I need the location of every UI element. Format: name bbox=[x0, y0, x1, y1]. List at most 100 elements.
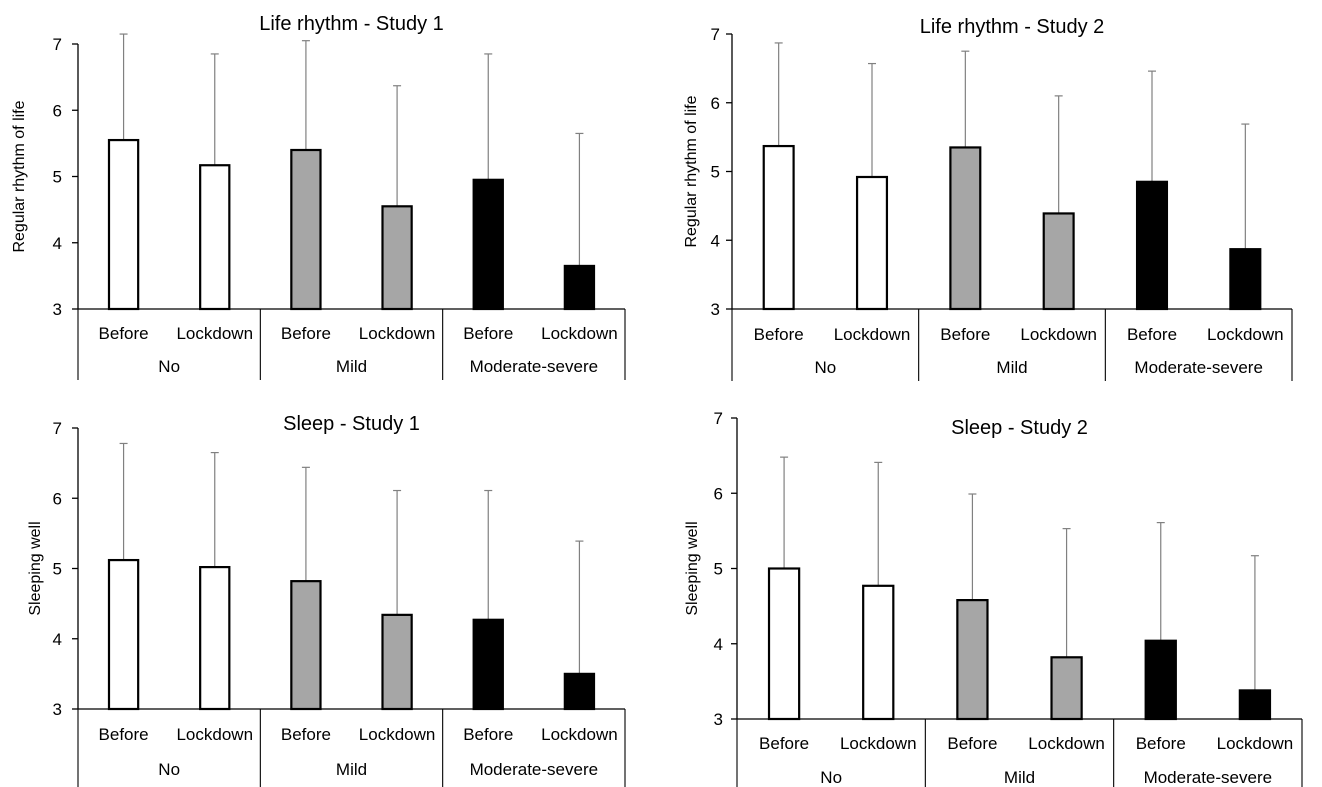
bar-no-before bbox=[762, 144, 795, 311]
x-category-label: Lockdown bbox=[176, 725, 253, 744]
x-category-label: Before bbox=[463, 725, 513, 744]
chart-canvas: Life rhythm - Study 1 Regular rhythm of l… bbox=[11, 13, 626, 380]
x-group-label: No bbox=[158, 357, 180, 376]
x-category-label: Lockdown bbox=[359, 725, 436, 744]
y-tick-label: 5 bbox=[53, 560, 62, 579]
bar-no-lockdown bbox=[855, 175, 889, 311]
bar-moderate-severe-lockdown bbox=[1229, 248, 1262, 311]
x-category-label: Lockdown bbox=[1207, 325, 1284, 344]
bar-no-before bbox=[107, 558, 140, 711]
y-tick-label: 5 bbox=[53, 168, 62, 187]
y-tick-label: 7 bbox=[53, 419, 62, 438]
y-tick-label: 4 bbox=[53, 234, 62, 253]
y-tick-label: 7 bbox=[53, 35, 62, 54]
bar-moderate-severe-before bbox=[472, 178, 504, 311]
x-category-label: Before bbox=[1127, 325, 1177, 344]
x-category-label: Before bbox=[99, 324, 149, 343]
bar-mild-lockdown bbox=[1050, 656, 1083, 721]
bar-moderate-severe-lockdown bbox=[563, 264, 596, 311]
x-category-label: Lockdown bbox=[840, 734, 917, 753]
bar-moderate-severe-before bbox=[1144, 639, 1177, 721]
bar-no-before bbox=[107, 138, 140, 311]
y-tick-label: 5 bbox=[714, 560, 723, 579]
x-group-label: Mild bbox=[336, 357, 367, 376]
y-axis-label: Regular rhythm of life bbox=[11, 100, 28, 252]
x-category-label: Before bbox=[281, 725, 331, 744]
x-group-label: Moderate-severe bbox=[1134, 358, 1263, 377]
x-category-label: Before bbox=[99, 725, 149, 744]
y-tick-label: 3 bbox=[711, 300, 720, 319]
x-group-label: Mild bbox=[996, 358, 1027, 377]
bar-moderate-severe-before bbox=[472, 618, 504, 711]
y-tick-label: 7 bbox=[711, 25, 720, 44]
bar-moderate-severe-lockdown bbox=[1238, 689, 1272, 721]
bar-mild-lockdown bbox=[381, 613, 413, 711]
chart-sleep-study-1: Sleep - Study 1 Sleeping well 3 4 5 6 7 Before L… bbox=[0, 398, 661, 787]
bar-mild-before bbox=[290, 148, 322, 311]
bar-mild-before bbox=[290, 580, 322, 711]
x-group-label: No bbox=[820, 768, 842, 787]
x-category-label: Before bbox=[754, 325, 804, 344]
y-tick-label: 6 bbox=[714, 484, 723, 503]
chart-title: Life rhythm - Study 1 bbox=[259, 13, 444, 35]
x-category-label: Lockdown bbox=[1028, 734, 1105, 753]
x-category-label: Lockdown bbox=[1217, 734, 1294, 753]
x-category-label: Lockdown bbox=[541, 725, 618, 744]
x-category-label: Lockdown bbox=[176, 324, 253, 343]
chart-canvas: Sleep - Study 2 Sleeping well 3 4 5 6 7 Before L… bbox=[684, 409, 1303, 787]
y-tick-label: 4 bbox=[714, 635, 723, 654]
chart-title: Life rhythm - Study 2 bbox=[920, 16, 1105, 38]
x-group-label: No bbox=[158, 760, 180, 779]
x-group-label: Moderate-severe bbox=[1144, 768, 1273, 787]
bar-no-lockdown bbox=[199, 565, 231, 711]
chart-life-rhythm-study-2: Life rhythm - Study 2 Regular rhythm of l… bbox=[661, 0, 1322, 398]
y-tick-label: 3 bbox=[714, 710, 723, 729]
bar-no-lockdown bbox=[199, 164, 231, 311]
x-category-label: Lockdown bbox=[1020, 325, 1097, 344]
bar-no-before bbox=[767, 567, 801, 721]
bar-mild-before bbox=[949, 146, 982, 311]
x-category-label: Before bbox=[940, 325, 990, 344]
y-axis-label: Sleeping well bbox=[684, 521, 701, 615]
chart-canvas: Sleep - Study 1 Sleeping well 3 4 5 6 7 Before L… bbox=[27, 413, 626, 787]
y-tick-label: 5 bbox=[711, 163, 720, 182]
x-group-label: No bbox=[814, 358, 836, 377]
chart-svg: Life rhythm - Study 1 Regular rhythm of l… bbox=[11, 13, 626, 380]
x-group-label: Mild bbox=[336, 760, 367, 779]
y-tick-label: 4 bbox=[53, 630, 62, 649]
x-category-label: Lockdown bbox=[359, 324, 436, 343]
y-tick-label: 6 bbox=[53, 489, 62, 508]
x-category-label: Lockdown bbox=[541, 324, 618, 343]
y-tick-label: 7 bbox=[714, 409, 723, 428]
chart-title: Sleep - Study 1 bbox=[283, 413, 420, 435]
x-category-label: Before bbox=[281, 324, 331, 343]
x-category-label: Lockdown bbox=[834, 325, 911, 344]
y-axis-label: Regular rhythm of life bbox=[683, 95, 700, 247]
bar-mild-lockdown bbox=[1042, 212, 1075, 311]
chart-svg: Life rhythm - Study 2 Regular rhythm of l… bbox=[683, 16, 1293, 381]
y-tick-label: 4 bbox=[711, 231, 720, 250]
x-category-label: Before bbox=[759, 734, 809, 753]
x-group-label: Moderate-severe bbox=[470, 357, 599, 376]
x-group-label: Mild bbox=[1004, 768, 1035, 787]
chart-svg: Sleep - Study 2 Sleeping well 3 4 5 6 7 Before L… bbox=[684, 409, 1303, 787]
bar-moderate-severe-before bbox=[1135, 180, 1169, 311]
x-group-label: Moderate-severe bbox=[470, 760, 599, 779]
y-tick-label: 3 bbox=[53, 700, 62, 719]
chart-svg: Sleep - Study 1 Sleeping well 3 4 5 6 7 Before L… bbox=[27, 413, 626, 787]
bar-moderate-severe-lockdown bbox=[563, 672, 596, 711]
chart-life-rhythm-study-1: Life rhythm - Study 1 Regular rhythm of l… bbox=[0, 0, 661, 398]
y-tick-label: 3 bbox=[53, 300, 62, 319]
x-category-label: Before bbox=[463, 324, 513, 343]
x-category-label: Before bbox=[947, 734, 997, 753]
chart-title: Sleep - Study 2 bbox=[951, 417, 1088, 439]
y-axis-label: Sleeping well bbox=[27, 521, 44, 615]
bar-no-lockdown bbox=[862, 584, 895, 721]
bar-mild-before bbox=[956, 599, 989, 721]
x-category-label: Before bbox=[1136, 734, 1186, 753]
chart-sleep-study-2: Sleep - Study 2 Sleeping well 3 4 5 6 7 Before L… bbox=[661, 398, 1322, 787]
chart-canvas: Life rhythm - Study 2 Regular rhythm of l… bbox=[683, 16, 1293, 381]
y-tick-label: 6 bbox=[711, 94, 720, 113]
y-tick-label: 6 bbox=[53, 101, 62, 120]
bar-mild-lockdown bbox=[381, 205, 413, 311]
